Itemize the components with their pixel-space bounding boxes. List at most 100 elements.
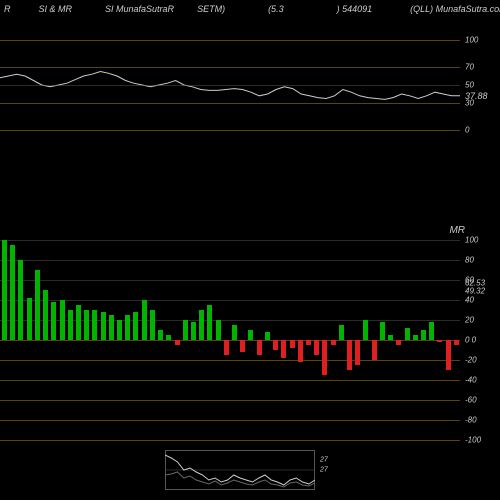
grid-line xyxy=(0,340,460,341)
bar xyxy=(51,302,56,340)
bar xyxy=(290,340,295,348)
bar xyxy=(232,325,237,340)
value-label: 49.32 xyxy=(465,287,485,296)
bar xyxy=(92,310,97,340)
bar xyxy=(183,320,188,340)
bar xyxy=(84,310,89,340)
bar xyxy=(109,315,114,340)
axis-label: 100 xyxy=(465,236,478,245)
bar xyxy=(372,340,377,360)
mr-label: MR xyxy=(449,225,465,236)
grid-line xyxy=(0,260,460,261)
bar xyxy=(298,340,303,362)
bar xyxy=(363,320,368,340)
bar xyxy=(454,340,459,345)
axis-label: -60 xyxy=(465,396,477,405)
bar xyxy=(380,322,385,340)
bar xyxy=(142,300,147,340)
axis-label: -40 xyxy=(465,376,477,385)
grid-line xyxy=(0,400,460,401)
grid-line xyxy=(0,40,460,41)
bar xyxy=(429,322,434,340)
grid-line xyxy=(0,67,460,68)
bar xyxy=(2,240,7,340)
axis-label: 80 xyxy=(465,256,474,265)
header-text: SETM) xyxy=(197,4,225,14)
bar xyxy=(396,340,401,345)
grid-line xyxy=(0,420,460,421)
bar xyxy=(166,335,171,340)
bar xyxy=(248,330,253,340)
header-text: ) 544091 xyxy=(337,4,373,14)
bar xyxy=(437,340,442,342)
bar xyxy=(125,315,130,340)
bar xyxy=(388,335,393,340)
bar xyxy=(158,330,163,340)
bar xyxy=(347,340,352,370)
bar xyxy=(68,310,73,340)
bar xyxy=(76,305,81,340)
grid-line xyxy=(0,280,460,281)
bar xyxy=(60,300,65,340)
bar xyxy=(207,305,212,340)
bar xyxy=(43,290,48,340)
axis-label: -100 xyxy=(465,436,481,445)
bar xyxy=(117,320,122,340)
bar xyxy=(339,325,344,340)
mini-chart: 2727 xyxy=(165,450,335,495)
rsi-line-chart: 100705030037.88 xyxy=(0,40,500,130)
bar xyxy=(405,328,410,340)
bar xyxy=(281,340,286,358)
bar xyxy=(446,340,451,370)
bar xyxy=(199,310,204,340)
header-text: SI MunafaSutraR xyxy=(105,4,174,14)
axis-label: -20 xyxy=(465,356,477,365)
bar xyxy=(273,340,278,350)
bar xyxy=(306,340,311,345)
axis-label: -80 xyxy=(465,416,477,425)
grid-line xyxy=(0,440,460,441)
bar xyxy=(18,260,23,340)
mr-bar-chart: MR 100806040200 0-20-40-60-80-10062.5349… xyxy=(0,240,500,440)
grid-line xyxy=(0,360,460,361)
bar xyxy=(421,330,426,340)
current-value-label: 37.88 xyxy=(465,91,488,101)
bar xyxy=(224,340,229,355)
bar xyxy=(133,312,138,340)
grid-line xyxy=(0,380,460,381)
axis-label: 0 xyxy=(465,126,469,135)
axis-label: 20 xyxy=(465,316,474,325)
grid-line xyxy=(0,85,460,86)
axis-label: 0 0 xyxy=(465,336,476,345)
mini-axis-label: 27 xyxy=(320,467,328,474)
header-text: SI & MR xyxy=(39,4,73,14)
chart-header: R SI & MR SI MunafaSutraR SETM) (5.3 ) 5… xyxy=(0,0,500,18)
bar xyxy=(314,340,319,355)
bar xyxy=(101,312,106,340)
bar xyxy=(355,340,360,365)
axis-label: 100 xyxy=(465,36,478,45)
axis-label: 40 xyxy=(465,296,474,305)
bar xyxy=(331,340,336,345)
header-text: R xyxy=(4,4,11,14)
bar xyxy=(10,245,15,340)
bar xyxy=(191,322,196,340)
bar xyxy=(216,320,221,340)
bar xyxy=(265,332,270,340)
bar xyxy=(257,340,262,355)
grid-line xyxy=(0,130,460,131)
bar xyxy=(322,340,327,375)
bar xyxy=(175,340,180,345)
header-text: (5.3 xyxy=(268,4,284,14)
grid-line xyxy=(0,240,460,241)
grid-line xyxy=(0,300,460,301)
grid-line xyxy=(0,103,460,104)
axis-label: 50 xyxy=(465,81,474,90)
bar xyxy=(35,270,40,340)
bar xyxy=(413,335,418,340)
bar xyxy=(240,340,245,352)
bar xyxy=(150,310,155,340)
mini-axis-label: 27 xyxy=(320,457,328,464)
axis-label: 70 xyxy=(465,63,474,72)
bar xyxy=(27,298,32,340)
